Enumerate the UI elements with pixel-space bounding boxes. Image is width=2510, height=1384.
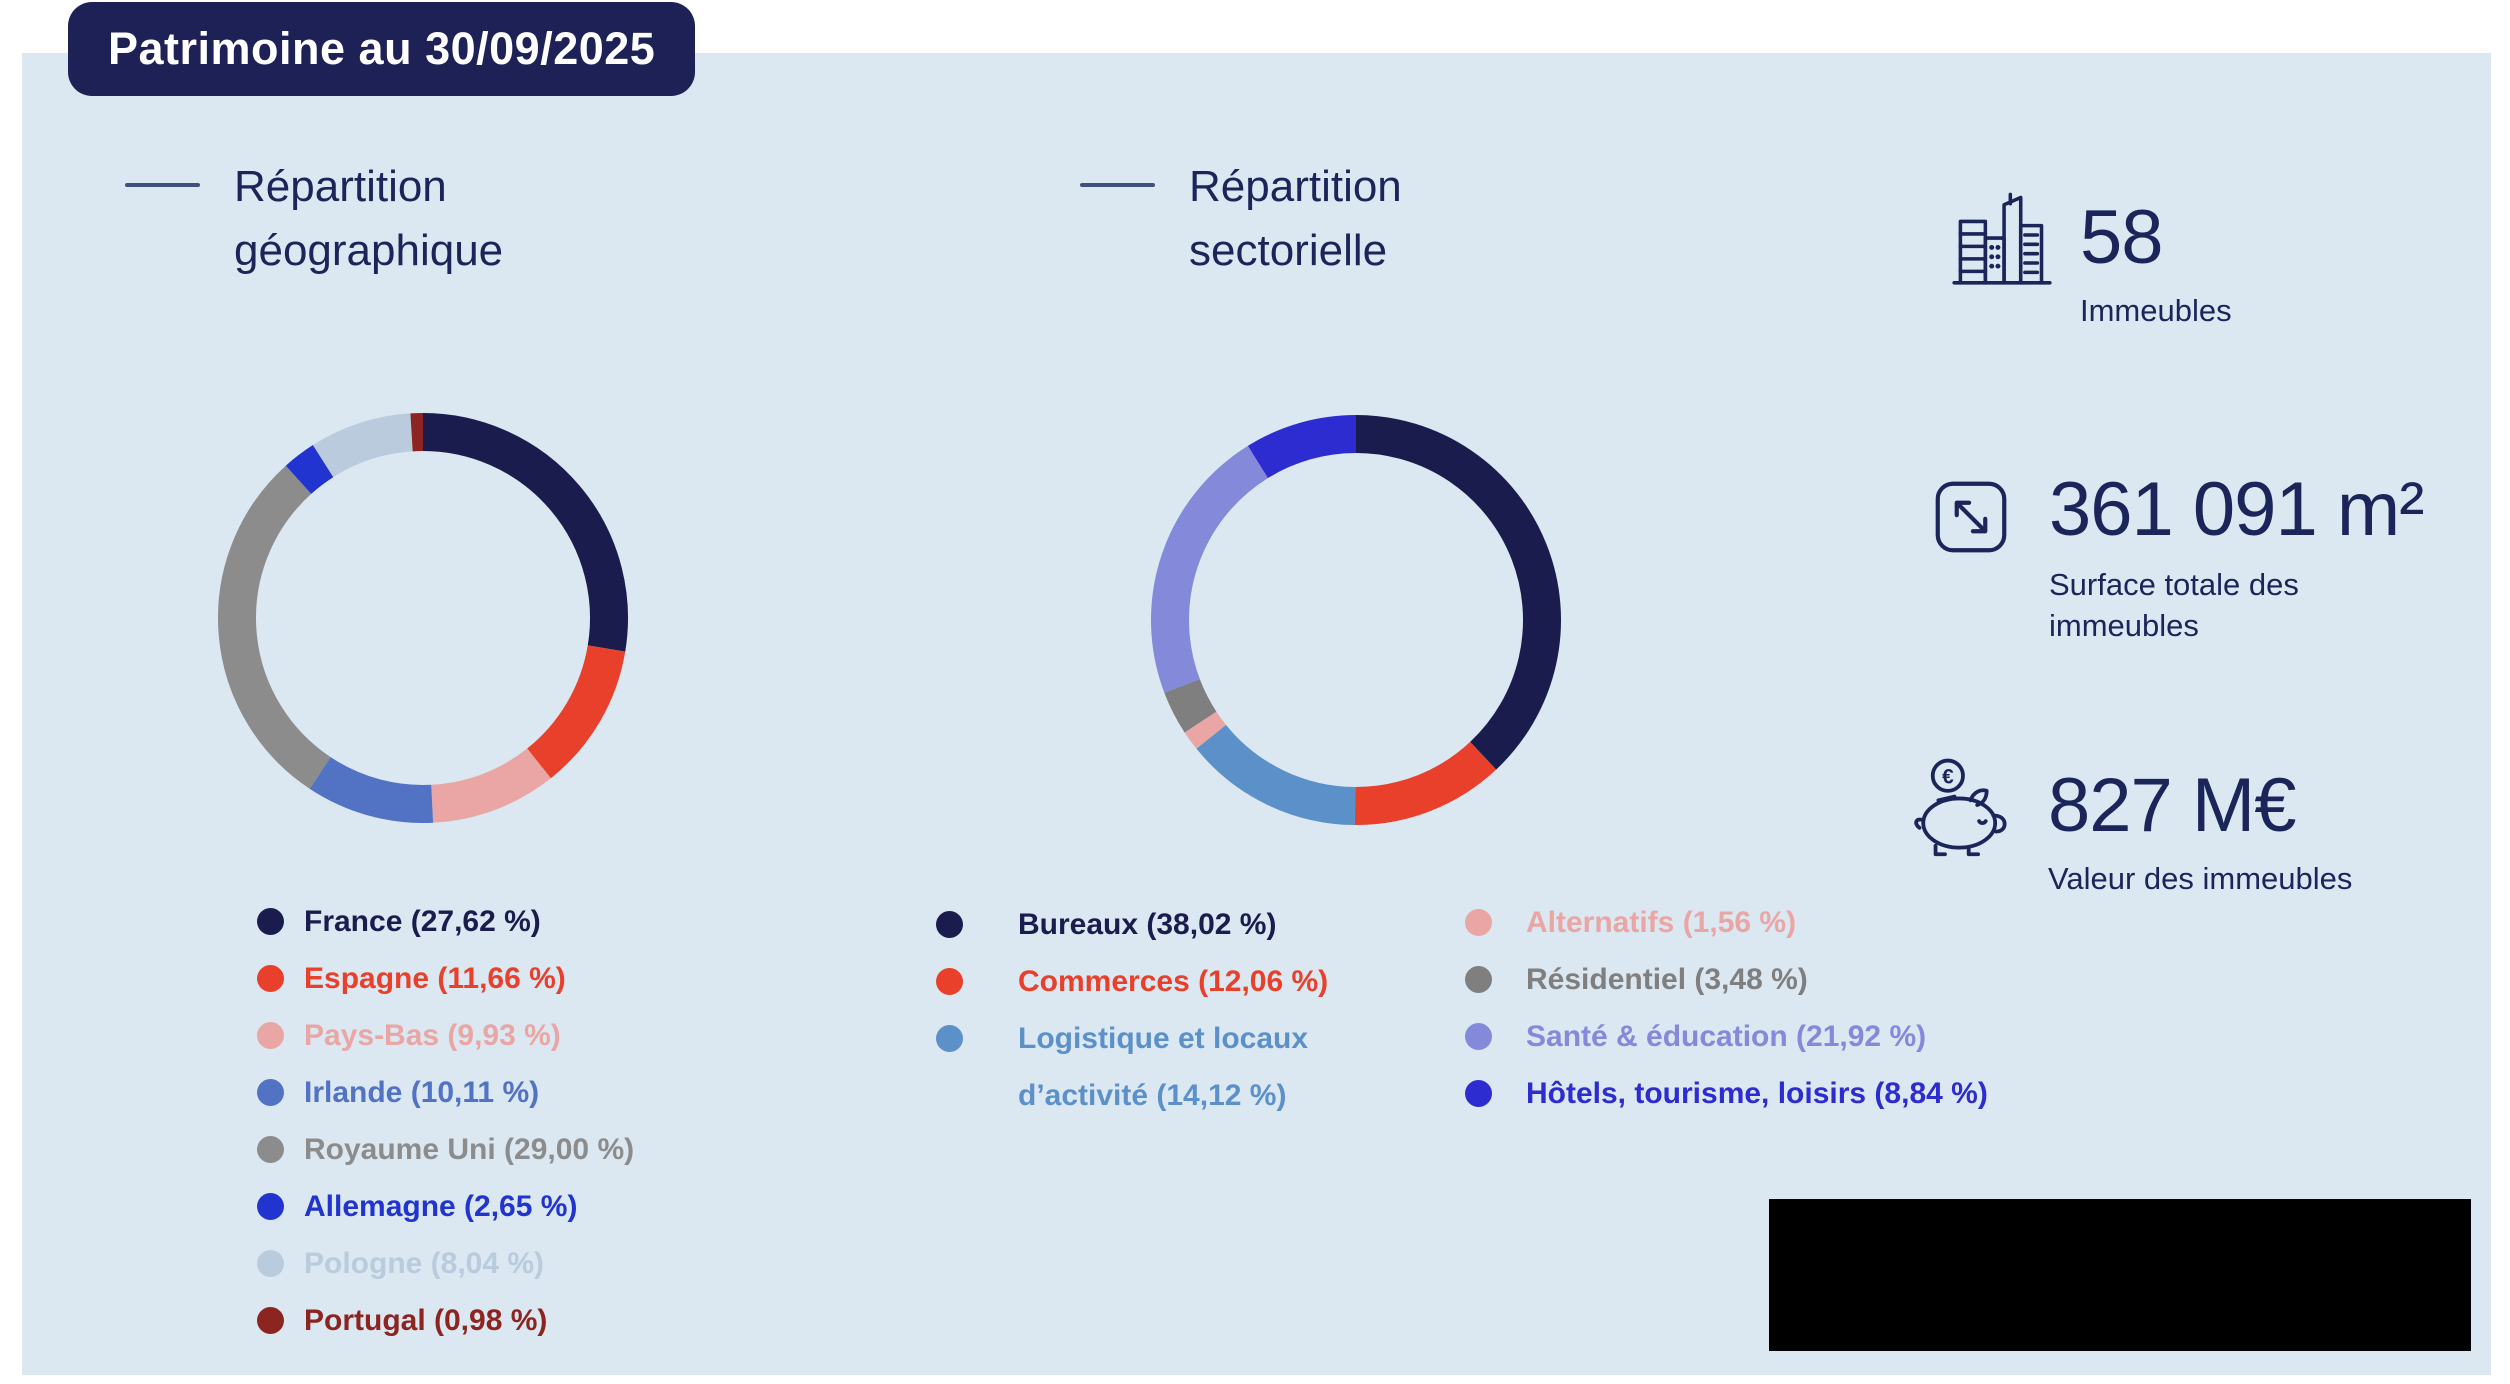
legend-item-label: Commerces (12,06 %): [1018, 965, 1329, 998]
donut-segment: [1247, 415, 1357, 479]
legend-item: Pologne (8,04 %): [257, 1235, 634, 1292]
legend-item-label: France (27,62 %): [304, 905, 541, 938]
content-panel: [22, 53, 2491, 1375]
geo-donut-chart: [218, 412, 628, 823]
legend-item: Espagne (11,66 %): [257, 950, 634, 1007]
donut-segment: [1184, 711, 1227, 749]
dash-icon: [125, 183, 200, 187]
legend-item-label: Irlande (10,11 %): [304, 1076, 540, 1109]
sector-legend-column-1: Bureaux (38,02 %) Commerces (12,06 %) Lo…: [936, 896, 1333, 1124]
legend-dot-icon: [1465, 1080, 1492, 1107]
legend-item-label: Espagne (11,66 %): [304, 962, 566, 995]
legend-dot-icon: [1465, 1023, 1492, 1050]
stat-label: Surface totale des immeubles: [2049, 567, 2299, 643]
legend-item-label: Logistique et locaux d’activité (14,12 %…: [1018, 1022, 1309, 1112]
redacted-block: [1769, 1199, 2471, 1351]
legend-item: Résidentiel (3,48 %): [1465, 951, 1988, 1008]
stat-valeur: € 827 M€ Valeur des immeubles: [1910, 744, 2352, 899]
legend-item: Hôtels, tourisme, loisirs (8,84 %): [1465, 1065, 1988, 1122]
stat-surface: 361 091 m² Surface totale des immeubles: [1933, 470, 2439, 646]
legend-item-label: Pays-Bas (9,93 %): [304, 1019, 561, 1052]
donut-segment: [285, 445, 334, 495]
legend-item-label: Royaume Uni (29,00 %): [304, 1133, 635, 1166]
sector-title: Répartition sectorielle: [1189, 162, 1402, 275]
stat-value: 58: [2080, 195, 2164, 280]
legend-dot-icon: [257, 965, 284, 992]
legend-item-label: Portugal (0,98 %): [304, 1304, 548, 1337]
buildings-icon: [1952, 192, 2052, 285]
geo-legend: France (27,62 %) Espagne (11,66 %) Pays-…: [257, 893, 634, 1349]
legend-item-label: Allemagne (2,65 %): [304, 1190, 578, 1223]
legend-dot-icon: [257, 1193, 284, 1220]
piggy-bank-icon: €: [1914, 758, 2007, 857]
donut-segment: [1355, 415, 1561, 770]
legend-item: Allemagne (2,65 %): [257, 1178, 634, 1235]
legend-item: Royaume Uni (29,00 %): [257, 1121, 634, 1178]
legend-item-label: Résidentiel (3,48 %): [1526, 963, 1808, 996]
legend-item: Bureaux (38,02 %): [936, 896, 1333, 953]
dash-icon: [1080, 183, 1155, 187]
sector-section-title: Répartition sectorielle: [1080, 155, 1519, 283]
stat-label: Valeur des immeubles: [2048, 861, 2353, 896]
legend-dot-icon: [936, 968, 963, 995]
donut-segment: [1164, 678, 1217, 733]
legend-dot-icon: [257, 1079, 284, 1106]
euro-coin-glyph: €: [1942, 765, 1954, 788]
legend-dot-icon: [936, 911, 963, 938]
sector-donut-chart: [1151, 415, 1561, 826]
expand-icon: [1935, 481, 2007, 553]
legend-item: Santé & éducation (21,92 %): [1465, 1008, 1988, 1065]
stat-value: 361 091 m²: [2049, 467, 2424, 552]
legend-dot-icon: [257, 908, 284, 935]
legend-item-label: Alternatifs (1,56 %): [1526, 906, 1797, 939]
legend-dot-icon: [1465, 966, 1492, 993]
legend-item: Alternatifs (1,56 %): [1465, 894, 1988, 951]
legend-item: Commerces (12,06 %): [936, 953, 1333, 1010]
stat-value: 827 M€: [2048, 763, 2297, 848]
donut-segment: [312, 413, 414, 478]
legend-item: Logistique et locaux d’activité (14,12 %…: [936, 1010, 1333, 1124]
stat-immeubles: 58 Immeubles: [1950, 182, 2232, 331]
donut-segment: [309, 756, 434, 823]
legend-item: Irlande (10,11 %): [257, 1064, 634, 1121]
donut-segment: [1151, 445, 1269, 693]
legend-item-label: Santé & éducation (21,92 %): [1526, 1020, 1927, 1053]
donut-segment: [422, 413, 628, 652]
legend-dot-icon: [257, 1136, 284, 1163]
legend-item-label: Bureaux (38,02 %): [1018, 908, 1277, 941]
legend-dot-icon: [257, 1307, 284, 1334]
legend-dot-icon: [1465, 909, 1492, 936]
donut-segment: [526, 644, 626, 779]
donut-segment: [1354, 741, 1497, 826]
legend-item: France (27,62 %): [257, 893, 634, 950]
donut-segment: [1196, 724, 1356, 825]
legend-dot-icon: [936, 1025, 963, 1052]
donut-segment: [218, 465, 331, 789]
legend-dot-icon: [257, 1022, 284, 1049]
stat-label: Immeubles: [2080, 293, 2232, 328]
geo-section-title: Répartition géographique: [125, 155, 564, 283]
legend-item: Portugal (0,98 %): [257, 1292, 634, 1349]
sector-legend-column-2: Alternatifs (1,56 %) Résidentiel (3,48 %…: [1465, 894, 1988, 1122]
legend-item-label: Pologne (8,04 %): [304, 1247, 545, 1280]
legend-item-label: Hôtels, tourisme, loisirs (8,84 %): [1526, 1077, 1988, 1110]
title-badge: Patrimoine au 30/09/2025: [68, 2, 696, 96]
geo-title: Répartition géographique: [234, 162, 504, 275]
page-title: Patrimoine au 30/09/2025: [108, 23, 656, 74]
donut-segment: [430, 748, 551, 823]
legend-dot-icon: [257, 1250, 284, 1277]
legend-item: Pays-Bas (9,93 %): [257, 1007, 634, 1064]
